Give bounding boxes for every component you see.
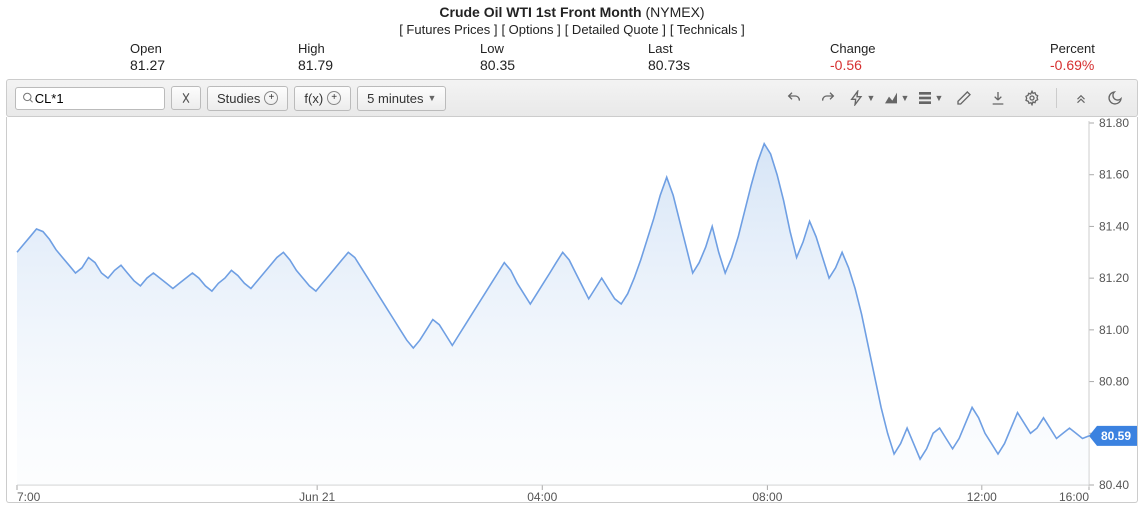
nav-link[interactable]: [ Futures Prices ] <box>399 22 497 37</box>
svg-text:81.40: 81.40 <box>1099 219 1129 233</box>
studies-label: Studies <box>217 91 260 106</box>
nav-link[interactable]: [ Detailed Quote ] <box>565 22 666 37</box>
compare-button[interactable] <box>171 86 201 110</box>
search-icon <box>22 91 35 105</box>
stat-value: 81.79 <box>298 57 333 73</box>
stat-label: Low <box>480 41 515 56</box>
chevron-down-icon: ▼ <box>867 93 876 103</box>
header: Crude Oil WTI 1st Front Month (NYMEX) [ … <box>0 0 1144 39</box>
interval-dropdown[interactable]: 5 minutes ▼ <box>357 86 446 111</box>
stat-label: Open <box>130 41 165 56</box>
nav-link[interactable]: [ Technicals ] <box>670 22 745 37</box>
events-button[interactable]: ▼ <box>848 85 876 111</box>
fx-label: f(x) <box>304 91 323 106</box>
collapse-button[interactable] <box>1067 85 1095 111</box>
stat-label: Percent <box>1050 41 1095 56</box>
interval-label: 5 minutes <box>367 91 423 106</box>
theme-button[interactable] <box>1101 85 1129 111</box>
svg-text:81.00: 81.00 <box>1099 323 1129 337</box>
bolt-icon <box>849 90 865 106</box>
svg-text:7:00: 7:00 <box>17 490 41 502</box>
svg-text:81.80: 81.80 <box>1099 117 1129 130</box>
stat-block: Last80.73s <box>648 41 690 73</box>
studies-button[interactable]: Studies + <box>207 86 288 111</box>
stat-block: Low80.35 <box>480 41 515 73</box>
settings-button[interactable] <box>1018 85 1046 111</box>
redo-button[interactable] <box>814 85 842 111</box>
download-icon <box>990 90 1006 106</box>
gear-icon <box>1024 90 1040 106</box>
svg-text:08:00: 08:00 <box>752 490 782 502</box>
stat-value: -0.69% <box>1050 57 1095 73</box>
svg-text:12:00: 12:00 <box>967 490 997 502</box>
moon-icon <box>1107 90 1123 106</box>
symbol-input[interactable] <box>35 91 158 106</box>
exchange-label: (NYMEX) <box>645 4 704 20</box>
undo-button[interactable] <box>780 85 808 111</box>
svg-text:80.40: 80.40 <box>1099 478 1129 492</box>
title-line: Crude Oil WTI 1st Front Month (NYMEX) <box>0 4 1144 20</box>
toolbar: Studies + f(x) + 5 minutes ▼ ▼ ▼ ▼ <box>6 79 1138 117</box>
chevron-down-icon: ▼ <box>901 93 910 103</box>
stats-row: Open81.27 High81.79 Low80.35 Last80.73s Chan… <box>0 39 1144 79</box>
stat-block: Percent-0.69% <box>1050 41 1095 73</box>
chevron-down-icon: ▼ <box>428 93 437 103</box>
nav-links: [ Futures Prices ] [ Options ] [ Detailed … <box>0 22 1144 37</box>
svg-text:81.20: 81.20 <box>1099 271 1129 285</box>
pencil-icon <box>956 90 972 106</box>
stat-label: High <box>298 41 333 56</box>
template-icon <box>917 90 933 106</box>
redo-icon <box>820 90 836 106</box>
chevron-up-double-icon <box>1074 91 1088 105</box>
chart-type-button[interactable]: ▼ <box>882 85 910 111</box>
svg-text:16:00: 16:00 <box>1059 490 1089 502</box>
chart-container[interactable]: 80.4080.6080.8081.0081.2081.4081.6081.80… <box>6 117 1138 503</box>
instrument-title: Crude Oil WTI 1st Front Month <box>439 4 641 20</box>
chart-type-icon <box>883 90 899 106</box>
nav-link[interactable]: [ Options ] <box>501 22 560 37</box>
stat-label: Last <box>648 41 690 56</box>
svg-text:80.59: 80.59 <box>1101 429 1131 443</box>
stat-value: -0.56 <box>830 57 876 73</box>
draw-button[interactable] <box>950 85 978 111</box>
stat-label: Change <box>830 41 876 56</box>
stat-value: 81.27 <box>130 57 165 73</box>
compare-icon <box>179 91 193 105</box>
stat-value: 80.73s <box>648 57 690 73</box>
plus-icon: + <box>264 91 278 105</box>
undo-icon <box>786 90 802 106</box>
price-chart: 80.4080.6080.8081.0081.2081.4081.6081.80… <box>7 117 1137 502</box>
stat-block: Change-0.56 <box>830 41 876 73</box>
download-button[interactable] <box>984 85 1012 111</box>
stat-block: Open81.27 <box>130 41 165 73</box>
symbol-search[interactable] <box>15 87 165 110</box>
svg-text:Jun 21: Jun 21 <box>299 490 335 502</box>
svg-text:80.80: 80.80 <box>1099 375 1129 389</box>
fx-button[interactable]: f(x) + <box>294 86 351 111</box>
toolbar-divider <box>1056 88 1057 108</box>
svg-text:04:00: 04:00 <box>527 490 557 502</box>
plus-icon: + <box>327 91 341 105</box>
svg-text:81.60: 81.60 <box>1099 168 1129 182</box>
stat-value: 80.35 <box>480 57 515 73</box>
chevron-down-icon: ▼ <box>935 93 944 103</box>
stat-block: High81.79 <box>298 41 333 73</box>
template-button[interactable]: ▼ <box>916 85 944 111</box>
